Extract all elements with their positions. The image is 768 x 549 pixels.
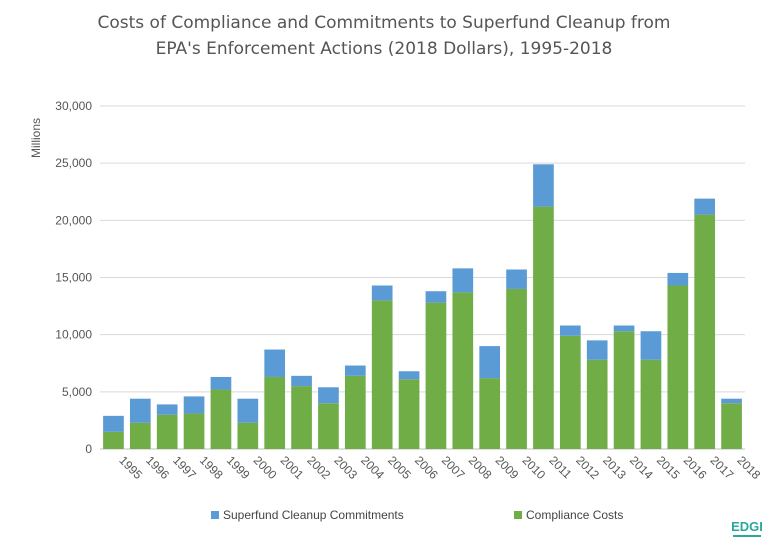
y-tick-label: 0 [85, 442, 92, 456]
bar-superfund-commitments [318, 387, 339, 404]
x-tick-label: 2005 [385, 453, 414, 482]
x-tick-label: 1997 [170, 453, 199, 482]
bar-superfund-commitments [371, 285, 393, 301]
bar-superfund-commitments [452, 268, 474, 293]
legend: Superfund Cleanup Commitments Compliance … [211, 508, 623, 522]
gridlines [100, 105, 745, 450]
bar-compliance-costs [452, 292, 474, 449]
legend-swatch [211, 511, 219, 519]
bar-superfund-commitments [156, 404, 178, 415]
bar-compliance-costs [613, 331, 635, 449]
bar-compliance-costs [694, 214, 716, 449]
bar-superfund-commitments [613, 325, 635, 332]
chart-title: Costs of Compliance and Commitments to S… [0, 10, 768, 62]
bar-superfund-commitments [291, 375, 312, 387]
bar-compliance-costs [721, 403, 742, 449]
bar-compliance-costs [667, 285, 689, 449]
bar-superfund-commitments [694, 198, 716, 215]
bar-compliance-costs [479, 378, 501, 449]
bar-compliance-costs [533, 206, 554, 449]
bar-superfund-commitments [103, 415, 124, 432]
x-tick-label: 2009 [493, 453, 522, 482]
x-tick-label: 2008 [466, 453, 495, 482]
x-tick-label: 2007 [439, 453, 468, 482]
bar-superfund-commitments [425, 291, 447, 303]
x-tick-label: 2003 [331, 453, 360, 482]
bar-superfund-commitments [721, 398, 742, 404]
x-tick-label: 2017 [708, 453, 737, 482]
bar-superfund-commitments [210, 376, 232, 390]
bars [103, 164, 742, 449]
bar-compliance-costs [264, 376, 286, 449]
y-axis-ticks: 0 5,000 10,000 15,000 20,000 25,000 30,000 [55, 99, 92, 456]
bar-superfund-commitments [586, 340, 608, 360]
x-tick-label: 2000 [251, 453, 280, 482]
x-tick-label: 2011 [546, 453, 574, 481]
bar-superfund-commitments [667, 272, 689, 286]
bar-compliance-costs [237, 422, 259, 449]
bar-compliance-costs [210, 389, 232, 449]
y-axis-label: Millions [29, 118, 43, 158]
legend-swatch [514, 511, 522, 519]
bar-superfund-commitments [129, 398, 151, 423]
bar-compliance-costs [586, 359, 608, 449]
x-tick-label: 1999 [224, 453, 253, 482]
bar-compliance-costs [640, 359, 662, 449]
x-tick-label: 2012 [573, 453, 602, 482]
bar-compliance-costs [156, 414, 178, 449]
bar-compliance-costs [398, 379, 420, 449]
bar-superfund-commitments [344, 365, 366, 376]
x-tick-label: 2001 [278, 453, 307, 482]
edgi-logo: EDGI [731, 519, 763, 537]
x-tick-label: 2015 [654, 453, 683, 482]
bar-superfund-commitments [640, 331, 662, 360]
bar-superfund-commitments [533, 164, 554, 207]
x-tick-label: 2006 [412, 453, 441, 482]
chart-title-line-1: Costs of Compliance and Commitments to S… [97, 13, 671, 33]
logo-text: EDGI [731, 519, 763, 534]
y-tick-label: 15,000 [55, 271, 92, 285]
chart-title-line-2: EPA's Enforcement Actions (2018 Dollars)… [155, 39, 613, 59]
bar-superfund-commitments [183, 396, 205, 414]
bar-compliance-costs [318, 403, 339, 449]
bar-compliance-costs [506, 288, 527, 449]
bar-compliance-costs [371, 300, 393, 449]
x-tick-label: 2016 [681, 453, 710, 482]
bar-compliance-costs [291, 386, 312, 449]
bar-compliance-costs [425, 302, 447, 449]
x-tick-label: 1998 [197, 453, 226, 482]
bar-superfund-commitments [237, 398, 259, 423]
legend-label: Compliance Costs [526, 508, 623, 522]
x-tick-label: 2014 [627, 453, 656, 482]
x-tick-label: 2010 [519, 453, 548, 482]
bar-superfund-commitments [264, 349, 286, 377]
y-tick-label: 10,000 [55, 328, 92, 342]
x-tick-label: 1995 [116, 453, 145, 482]
y-tick-label: 30,000 [55, 99, 92, 113]
bar-compliance-costs [183, 413, 205, 449]
bar-compliance-costs [103, 431, 124, 449]
bar-compliance-costs [344, 375, 366, 449]
x-tick-label: 2018 [734, 453, 763, 482]
bar-superfund-commitments [506, 269, 527, 289]
legend-label: Superfund Cleanup Commitments [223, 508, 404, 522]
y-tick-label: 5,000 [62, 385, 92, 399]
bar-superfund-commitments [559, 325, 581, 336]
bar-superfund-commitments [398, 371, 420, 380]
bar-compliance-costs [559, 335, 581, 449]
bar-compliance-costs [129, 422, 151, 449]
x-tick-label: 2002 [304, 453, 333, 482]
x-tick-label: 1996 [143, 453, 172, 482]
y-tick-label: 20,000 [55, 213, 92, 227]
x-tick-label: 2004 [358, 453, 387, 482]
x-tick-label: 2013 [600, 453, 629, 482]
bar-superfund-commitments [479, 346, 501, 379]
x-axis-ticks: 1995199619971998199920002001200220032004… [116, 453, 763, 482]
y-tick-label: 25,000 [55, 156, 92, 170]
